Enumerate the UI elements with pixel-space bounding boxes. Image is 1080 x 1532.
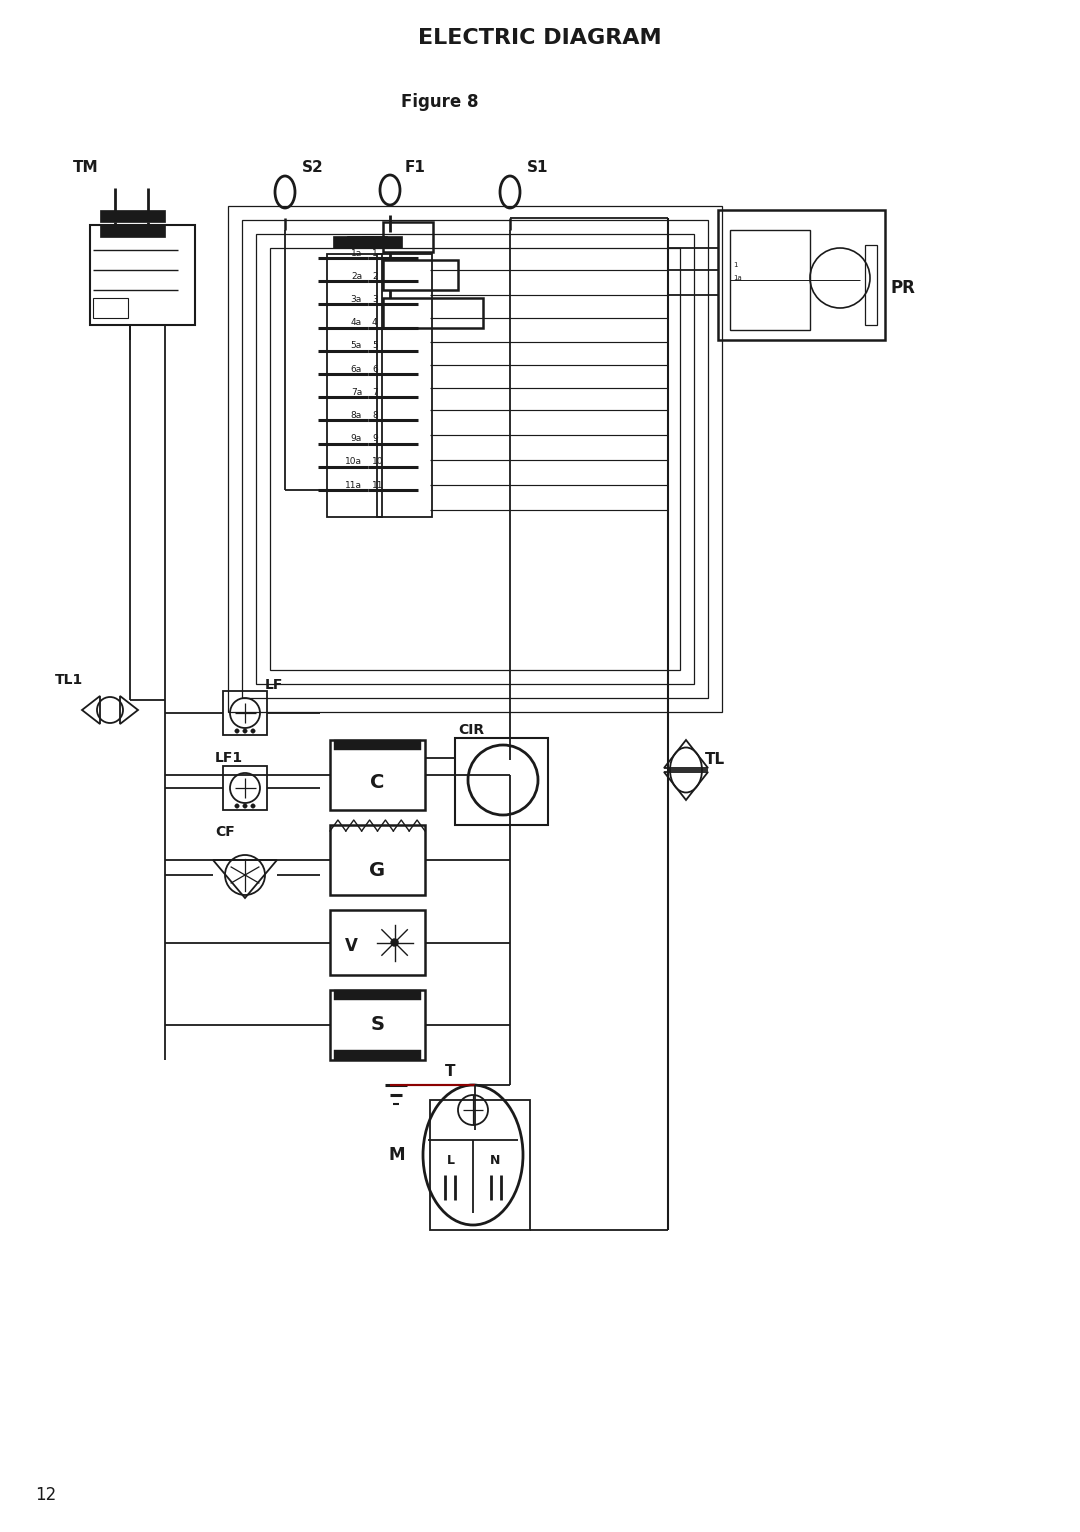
Bar bbox=[865, 245, 877, 325]
Text: TL1: TL1 bbox=[55, 673, 83, 686]
Circle shape bbox=[234, 804, 239, 809]
Text: T: T bbox=[445, 1065, 456, 1080]
Bar bbox=[383, 260, 458, 290]
Bar bbox=[383, 222, 433, 251]
Text: 3: 3 bbox=[372, 294, 378, 303]
Text: 11a: 11a bbox=[345, 481, 362, 490]
Text: CF: CF bbox=[215, 826, 234, 840]
Text: 2a: 2a bbox=[351, 271, 362, 280]
Bar bbox=[327, 254, 382, 518]
Text: Figure 8: Figure 8 bbox=[402, 93, 478, 110]
Text: 9: 9 bbox=[372, 434, 378, 443]
Circle shape bbox=[251, 729, 255, 734]
Bar bbox=[347, 236, 387, 248]
Text: 1a: 1a bbox=[351, 248, 362, 257]
Bar bbox=[256, 234, 694, 683]
Bar bbox=[334, 1049, 421, 1060]
Text: 9a: 9a bbox=[351, 434, 362, 443]
Text: 1: 1 bbox=[372, 248, 378, 257]
Bar bbox=[93, 299, 129, 319]
Text: 4: 4 bbox=[372, 319, 378, 328]
Text: L: L bbox=[447, 1154, 455, 1166]
Text: V: V bbox=[345, 936, 357, 954]
Text: LF1: LF1 bbox=[215, 751, 243, 764]
Text: 4a: 4a bbox=[351, 319, 362, 328]
Circle shape bbox=[391, 939, 399, 947]
Bar bbox=[228, 205, 723, 712]
Bar bbox=[222, 691, 267, 735]
Circle shape bbox=[243, 804, 247, 809]
Text: 7a: 7a bbox=[351, 388, 362, 397]
Bar bbox=[330, 990, 426, 1060]
Text: 8: 8 bbox=[372, 411, 378, 420]
Text: 3a: 3a bbox=[351, 294, 362, 303]
Bar bbox=[362, 236, 402, 248]
Text: M: M bbox=[389, 1146, 405, 1164]
Text: 1a: 1a bbox=[733, 276, 742, 280]
Text: G: G bbox=[369, 861, 386, 879]
Text: 1: 1 bbox=[733, 262, 738, 268]
Circle shape bbox=[251, 804, 255, 809]
Bar bbox=[330, 826, 426, 895]
Text: 2: 2 bbox=[372, 271, 378, 280]
Bar bbox=[90, 225, 195, 325]
Bar bbox=[334, 990, 421, 1000]
Text: PR: PR bbox=[890, 279, 915, 297]
Text: 7: 7 bbox=[372, 388, 378, 397]
Bar bbox=[334, 740, 421, 751]
Text: 10: 10 bbox=[372, 457, 383, 466]
Bar bbox=[222, 766, 267, 810]
Bar bbox=[333, 236, 373, 248]
Text: C: C bbox=[370, 772, 384, 792]
Bar bbox=[430, 1100, 530, 1230]
Text: 6: 6 bbox=[372, 365, 378, 374]
Circle shape bbox=[243, 729, 247, 734]
Text: 12: 12 bbox=[35, 1486, 56, 1504]
Text: TM: TM bbox=[73, 161, 98, 176]
Text: 6a: 6a bbox=[351, 365, 362, 374]
Bar bbox=[730, 230, 810, 329]
Text: 8a: 8a bbox=[351, 411, 362, 420]
Text: 5a: 5a bbox=[351, 342, 362, 351]
Bar bbox=[270, 248, 680, 669]
Text: 5: 5 bbox=[372, 342, 378, 351]
Circle shape bbox=[234, 729, 239, 734]
Text: 11: 11 bbox=[372, 481, 383, 490]
Bar bbox=[455, 738, 548, 826]
Text: F1: F1 bbox=[405, 161, 426, 176]
Bar bbox=[383, 299, 483, 328]
Bar bbox=[377, 254, 432, 518]
Text: S: S bbox=[370, 1016, 384, 1034]
Bar bbox=[242, 221, 708, 699]
Text: 10a: 10a bbox=[345, 457, 362, 466]
Bar bbox=[718, 210, 885, 340]
Bar bbox=[100, 225, 165, 237]
Text: S2: S2 bbox=[302, 161, 324, 176]
Bar bbox=[330, 740, 426, 810]
Text: CIR: CIR bbox=[458, 723, 484, 737]
Text: S1: S1 bbox=[527, 161, 549, 176]
Text: ELECTRIC DIAGRAM: ELECTRIC DIAGRAM bbox=[418, 28, 662, 47]
Bar bbox=[330, 910, 426, 974]
Bar bbox=[100, 210, 165, 222]
Text: N: N bbox=[490, 1154, 500, 1166]
Text: LF: LF bbox=[265, 679, 283, 692]
Text: TL: TL bbox=[705, 752, 725, 768]
